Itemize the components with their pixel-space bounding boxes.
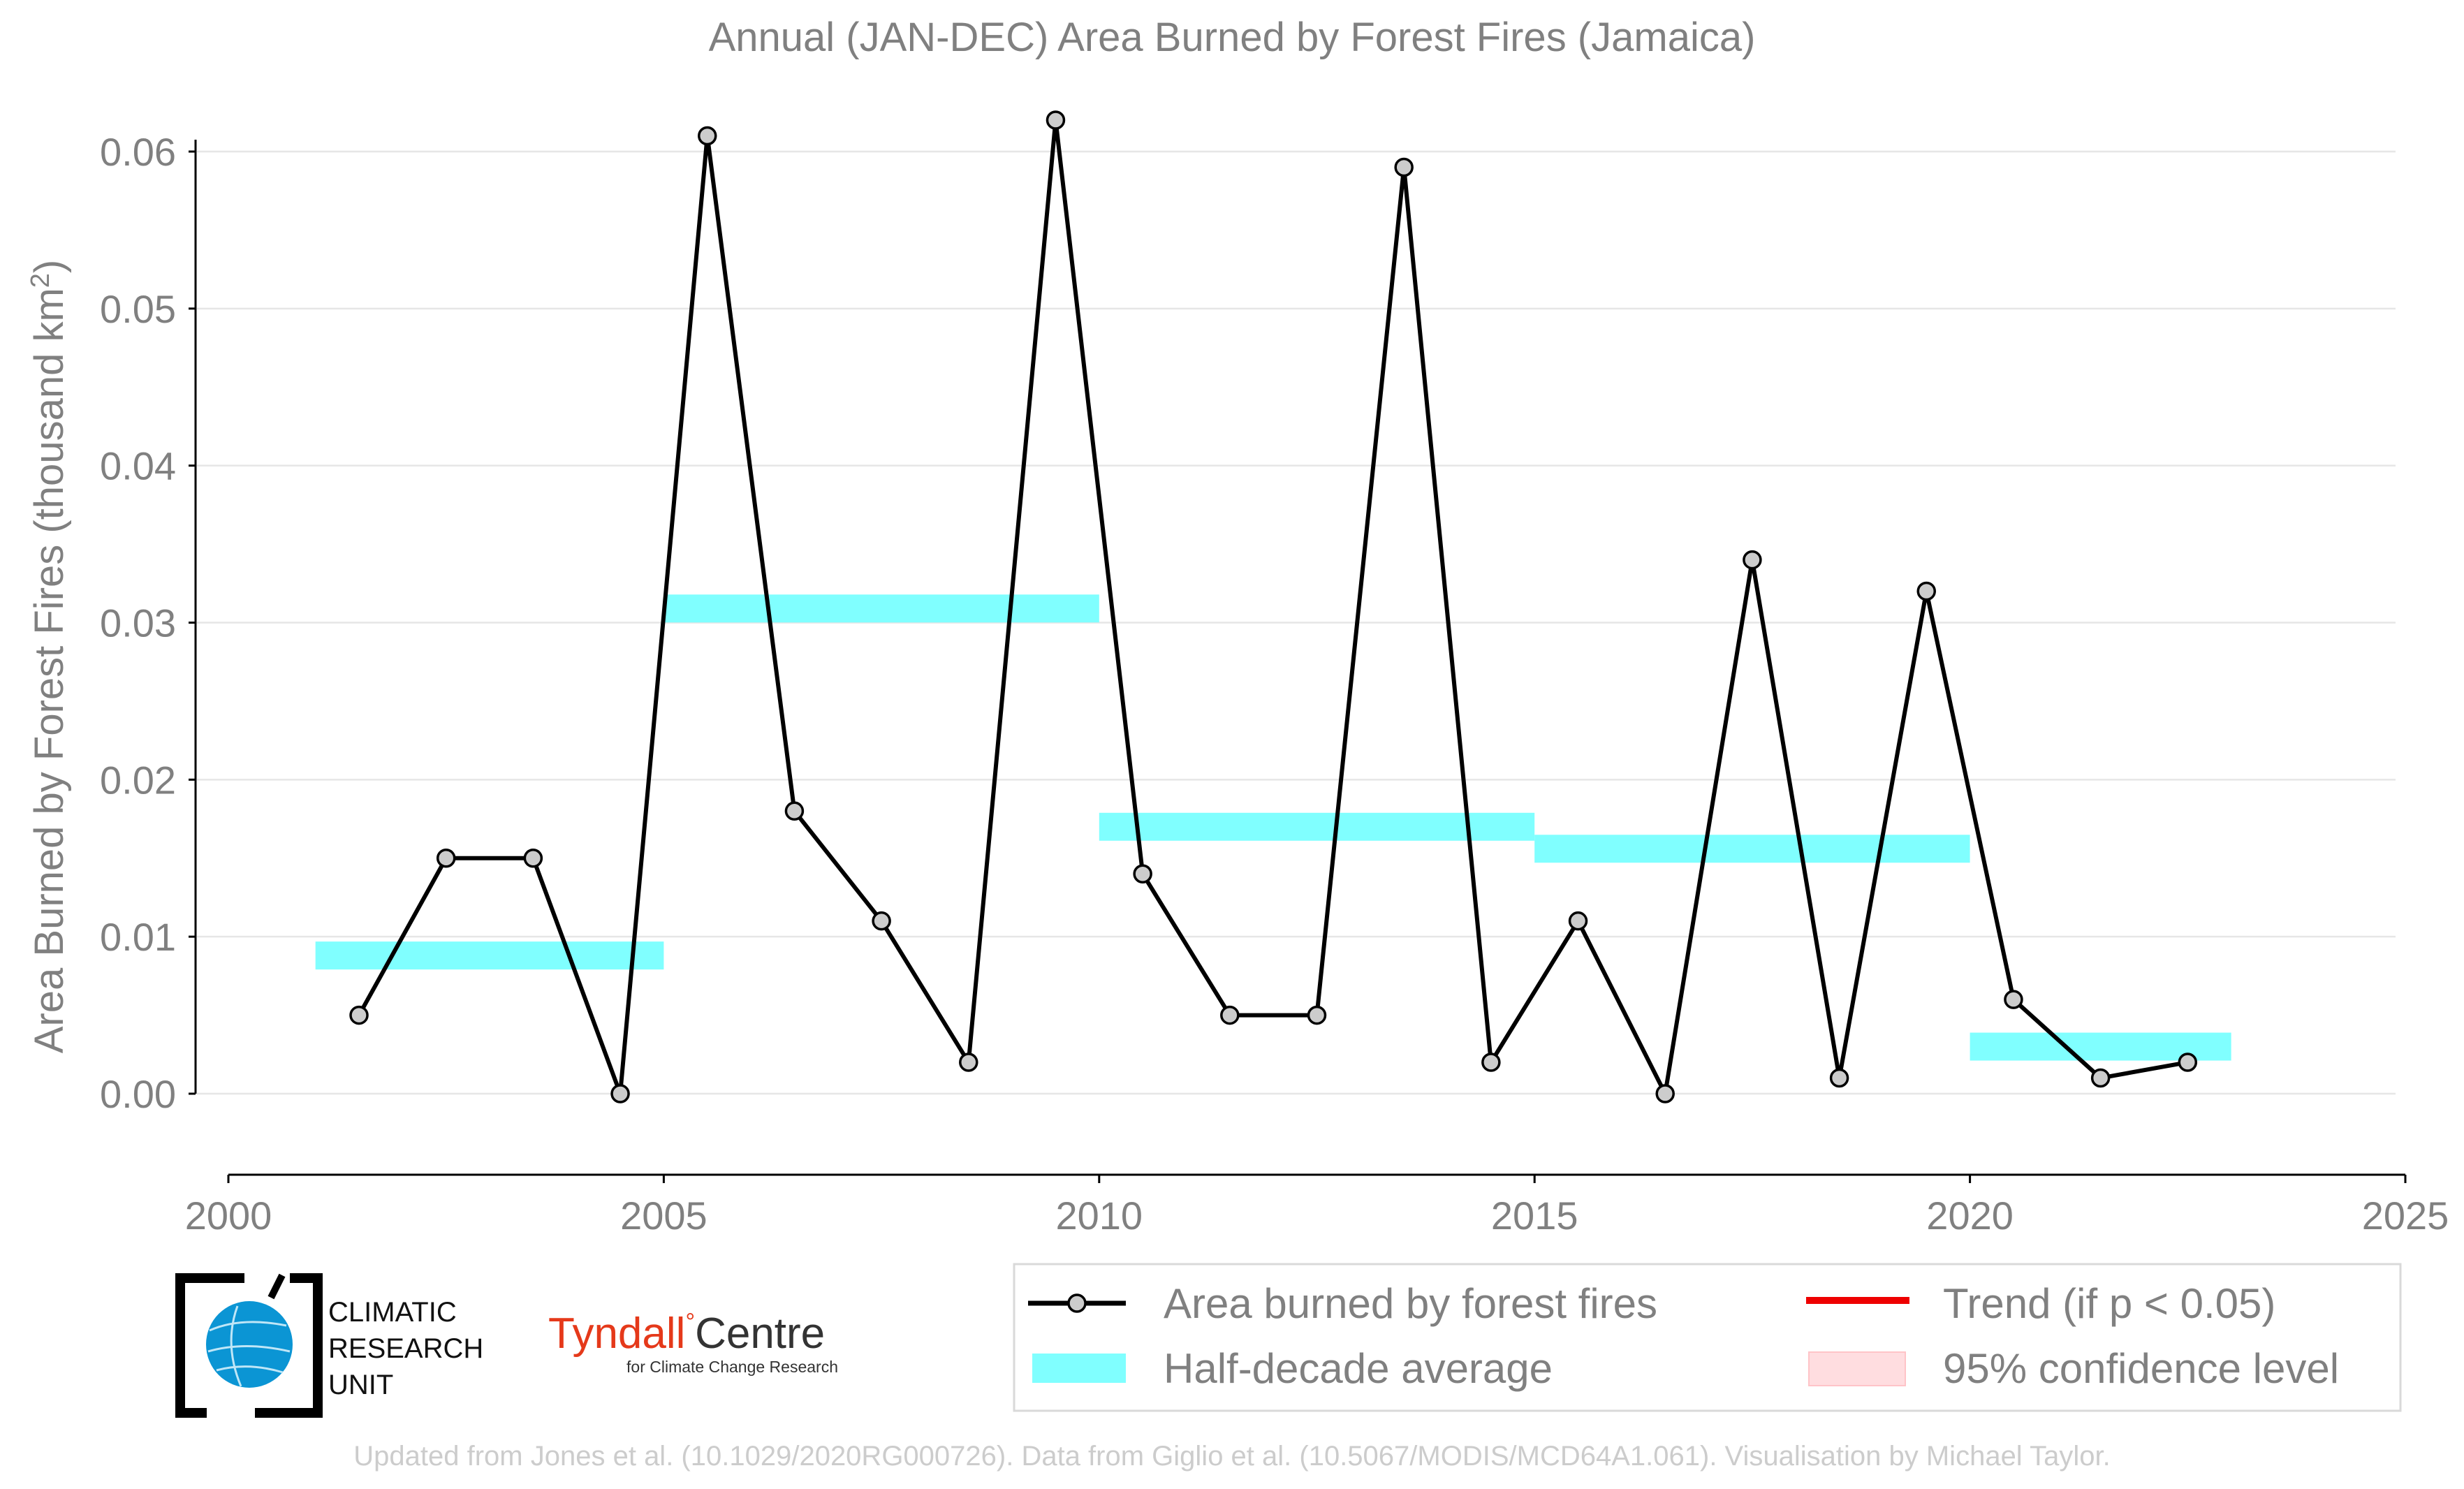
data-point	[523, 849, 543, 868]
y-tick-label: 0.03	[100, 601, 176, 645]
x-tick-label: 2025	[2362, 1194, 2449, 1238]
legend-label-area: Area burned by forest fires	[1164, 1280, 1657, 1327]
data-point	[1307, 1005, 1327, 1025]
legend-box	[1013, 1263, 2402, 1412]
data-point	[349, 1005, 369, 1025]
data-point	[1655, 1084, 1675, 1103]
data-point	[2090, 1068, 2111, 1088]
data-point	[872, 911, 891, 931]
data-point	[1394, 157, 1414, 177]
y-ticks: 0.00 0.01 0.02 0.03 0.04 0.05 0.06	[100, 130, 196, 1116]
cru-logo: CLIMATIC RESEARCH UNIT	[175, 1273, 483, 1418]
cru-line-2: RESEARCH	[328, 1333, 483, 1364]
data-point	[2178, 1052, 2198, 1072]
globe-lines-icon	[207, 1305, 291, 1387]
legend-band-key	[1032, 1354, 1126, 1383]
y-tick-label: 0.02	[100, 758, 176, 802]
y-axis-label: Area Burned by Forest Fires (thousand km…	[26, 260, 72, 1054]
data-point	[1829, 1068, 1849, 1088]
legend-label-trend: Trend (if p < 0.05)	[1943, 1280, 2275, 1327]
cru-line-1: CLIMATIC	[328, 1297, 457, 1328]
y-tick-label: 0.05	[100, 287, 176, 331]
x-tick-label: 2000	[185, 1194, 272, 1238]
cru-bracket-right	[255, 1273, 323, 1418]
x-tick-label: 2020	[1926, 1194, 2014, 1238]
legend-label-ci: 95% confidence level	[1943, 1345, 2339, 1392]
legend: Area burned by forest fires Half-decade …	[1013, 1263, 2402, 1412]
x-ticks: 2000 2005 2010 2015 2020 2025	[185, 1175, 2449, 1238]
footer-credits: Updated from Jones et al. (10.1029/2020R…	[353, 1441, 2110, 1472]
globe-icon	[206, 1301, 293, 1388]
y-tick-label: 0.00	[100, 1072, 176, 1116]
chart-title: Annual (JAN-DEC) Area Burned by Forest F…	[709, 15, 1756, 60]
legend-point-key	[1067, 1293, 1087, 1313]
data-point	[697, 126, 717, 146]
half-decade-band	[1534, 835, 1970, 863]
cru-line-3: UNIT	[328, 1370, 393, 1400]
cru-bracket-left	[175, 1273, 244, 1418]
data-point	[1568, 911, 1588, 931]
data-point	[610, 1084, 630, 1103]
tyndall-subtitle: for Climate Change Research	[626, 1358, 838, 1376]
data-point	[1916, 581, 1937, 601]
data-point	[1133, 864, 1152, 883]
data-point	[784, 801, 805, 821]
data-point	[959, 1052, 978, 1072]
y-tick-label: 0.01	[100, 915, 176, 959]
data-point	[2004, 990, 2023, 1009]
data-point	[1481, 1052, 1501, 1072]
x-tick-label: 2005	[620, 1194, 707, 1238]
half-decade-band	[663, 594, 1099, 623]
cru-bracket-slash	[267, 1273, 286, 1300]
half-decade-band	[1099, 812, 1535, 841]
y-tick-label: 0.04	[100, 444, 176, 488]
y-tick-label: 0.06	[100, 130, 176, 174]
series-line	[357, 118, 2188, 1096]
series-area-burned	[349, 110, 2198, 1103]
legend-label-band: Half-decade average	[1164, 1345, 1553, 1392]
x-tick-label: 2015	[1491, 1194, 1578, 1238]
tyndall-logo: Tyndall°Centre for Climate Change Resear…	[548, 1309, 838, 1376]
data-point	[1046, 110, 1066, 130]
tyndall-wordmark: Tyndall°Centre	[548, 1309, 825, 1358]
data-point	[1743, 550, 1762, 570]
half-decade-band	[315, 941, 664, 970]
x-tick-label: 2010	[1056, 1194, 1143, 1238]
data-point	[436, 849, 456, 868]
legend-ci-key	[1808, 1351, 1906, 1386]
data-point	[1220, 1005, 1240, 1025]
